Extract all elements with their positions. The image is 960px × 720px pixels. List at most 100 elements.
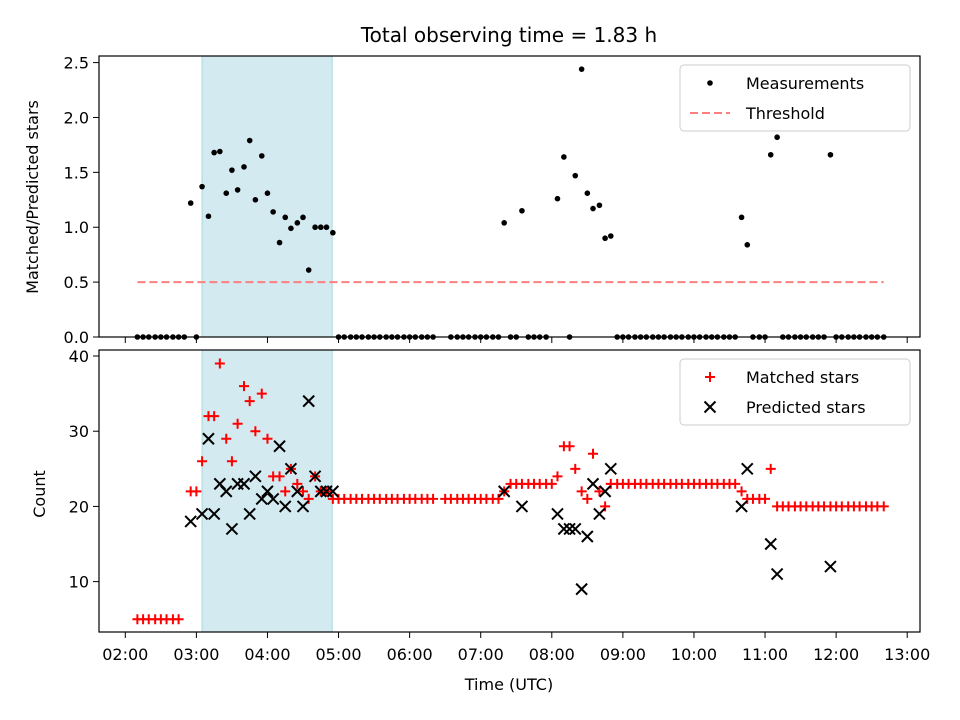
data-point: [256, 388, 267, 399]
data-point: [515, 500, 529, 513]
data-point: [604, 462, 617, 476]
data-point: [258, 153, 265, 159]
x-axis-label: Time (UTC): [464, 675, 553, 694]
legend-label: Measurements: [746, 74, 864, 93]
plot-frame: [98, 55, 921, 338]
y-tick-label: 1.0: [64, 218, 89, 237]
data-point: [765, 463, 776, 474]
data-point: [552, 471, 563, 482]
x-tick-label: 08:00: [529, 645, 575, 664]
data-point: [280, 486, 291, 497]
data-point: [593, 507, 606, 521]
series-predicted-stars: [184, 394, 837, 596]
y-tick-label: 0.5: [64, 273, 89, 292]
ratio-panel: 0.0 0.5 1.0 1.5 2.0 2.5 Measurements Threshold: [64, 54, 921, 347]
series-matched-stars: [132, 358, 889, 625]
data-point: [582, 493, 593, 504]
data-point: [563, 522, 576, 536]
legend-box: [679, 64, 911, 132]
data-point: [274, 471, 285, 482]
data-point: [551, 507, 564, 521]
data-point: [317, 224, 324, 231]
data-point: [878, 501, 889, 512]
data-point: [284, 462, 298, 476]
data-point: [590, 205, 596, 212]
data-point: [282, 214, 289, 221]
x-tick-label: 03:00: [173, 645, 219, 664]
data-point: [770, 567, 784, 581]
data-point: [288, 225, 294, 232]
data-point: [305, 267, 312, 273]
y-tick-label: 20: [69, 497, 89, 516]
data-point: [241, 164, 247, 170]
data-point: [209, 411, 220, 422]
data-point: [246, 137, 253, 144]
y-tick-label: 10: [69, 573, 89, 592]
data-point: [308, 470, 322, 483]
data-point: [760, 493, 771, 504]
data-point: [575, 582, 588, 596]
data-point: [184, 515, 197, 528]
data-point: [250, 426, 261, 437]
data-point: [217, 148, 223, 155]
data-point: [774, 134, 780, 141]
data-point: [326, 485, 340, 498]
data-point: [243, 507, 256, 521]
y-axis-label-bottom: Count: [30, 470, 49, 518]
data-point: [303, 493, 314, 504]
data-point: [173, 614, 184, 625]
count-panel: 10 20 30 40 02:00 03:00 04:00 05:00 06:00 07:00 08…: [69, 347, 931, 664]
x-tick-label: 10:00: [671, 645, 717, 664]
y-tick-label: 40: [69, 347, 89, 366]
data-point: [314, 485, 327, 498]
x-tick-label: 12:00: [813, 645, 859, 664]
data-point: [232, 418, 243, 429]
legend-marker-x: [703, 400, 717, 414]
data-point: [330, 229, 336, 236]
data-point: [220, 485, 233, 498]
data-point: [195, 507, 209, 521]
data-point: [735, 500, 748, 513]
data-point: [191, 486, 202, 497]
y-tick-label: 30: [69, 422, 89, 441]
data-point: [501, 220, 507, 226]
data-point: [300, 214, 306, 221]
data-point: [323, 224, 330, 231]
data-point: [205, 213, 212, 220]
data-point: [741, 462, 754, 476]
data-point: [237, 477, 251, 491]
legend: Matched stars Predicted stars: [679, 358, 911, 426]
data-point: [291, 485, 304, 498]
data-point: [312, 224, 318, 231]
x-tick-label: 06:00: [387, 645, 433, 664]
y-tick-label: 1.5: [64, 163, 89, 182]
legend-marker-plus: [705, 372, 715, 382]
data-point: [223, 190, 230, 197]
legend-label: Threshold: [745, 104, 825, 123]
plot-frame: [98, 349, 921, 633]
x-tick-label: 02:00: [102, 645, 148, 664]
data-point: [252, 196, 259, 203]
data-point: [557, 522, 571, 536]
x-tick-label: 07:00: [458, 645, 504, 664]
data-point: [296, 500, 310, 513]
y-tick-label: 0.0: [64, 328, 89, 347]
data-point: [266, 492, 280, 506]
data-point: [730, 478, 741, 489]
data-point: [596, 202, 603, 209]
data-point: [214, 358, 225, 369]
data-point: [607, 233, 614, 239]
data-point: [581, 530, 594, 543]
data-point: [225, 522, 239, 536]
data-point: [588, 448, 599, 459]
data-point: [564, 441, 575, 452]
data-point: [493, 493, 504, 504]
x-tick-label: 13:00: [884, 645, 930, 664]
legend-label: Matched stars: [746, 368, 859, 387]
legend-label: Predicted stars: [746, 398, 866, 417]
data-point: [428, 493, 439, 504]
data-point: [827, 151, 834, 158]
observing-interval-shade: [202, 56, 333, 337]
data-point: [738, 214, 745, 221]
